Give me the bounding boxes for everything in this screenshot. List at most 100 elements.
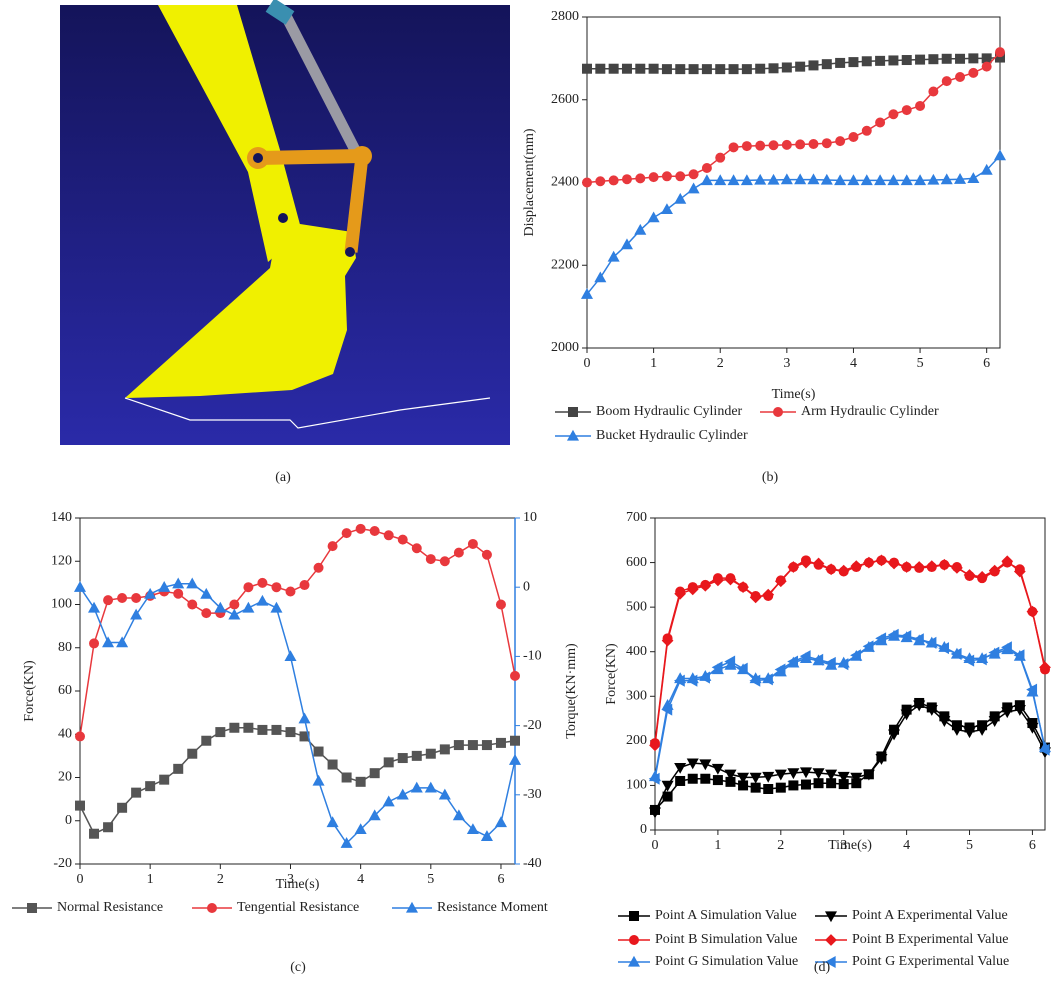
marker <box>622 175 631 184</box>
marker <box>104 596 113 605</box>
excavator-image <box>60 5 510 445</box>
y-tick-label: 2000 <box>551 340 579 355</box>
marker <box>630 912 639 921</box>
marker <box>300 581 309 590</box>
marker <box>370 526 379 535</box>
marker <box>244 583 253 592</box>
marker <box>876 555 886 565</box>
marker <box>426 555 435 564</box>
marker <box>412 751 421 760</box>
figure: (a) 200022002400260028000123456Time(s)Di… <box>0 0 1059 992</box>
x-tick-label: 6 <box>497 872 504 887</box>
marker <box>801 780 810 789</box>
marker <box>314 563 323 572</box>
x-tick-label: 6 <box>1029 838 1036 853</box>
y-tick-label: 2600 <box>551 92 579 107</box>
marker <box>630 936 639 945</box>
x-tick-label: 4 <box>357 872 364 887</box>
y-tick-label: 80 <box>58 640 72 655</box>
marker <box>662 65 671 74</box>
x-tick-label: 0 <box>77 872 84 887</box>
y-tick-label: 0 <box>65 813 72 828</box>
marker <box>216 728 225 737</box>
x-tick-label: 4 <box>850 356 857 371</box>
series-line <box>80 728 515 834</box>
marker <box>482 741 491 750</box>
marker <box>814 779 823 788</box>
marker <box>864 557 874 567</box>
x-tick-label: 1 <box>714 838 721 853</box>
marker <box>272 583 281 592</box>
marker <box>398 790 408 799</box>
marker <box>285 651 295 660</box>
y2-tick-label: 0 <box>523 579 530 594</box>
y-axis-label: Displacement(mm) <box>522 128 537 236</box>
marker <box>796 62 805 71</box>
marker <box>609 176 618 185</box>
marker <box>916 55 925 64</box>
marker <box>764 784 773 793</box>
chart-panel: 200022002400260028000123456Time(s)Displa… <box>522 9 1005 485</box>
y-tick-label: 100 <box>626 778 647 793</box>
y-axis-label: Force(KN) <box>22 660 37 722</box>
marker <box>229 610 239 619</box>
marker <box>510 755 520 764</box>
x-tick-label: 0 <box>652 838 659 853</box>
marker <box>230 723 239 732</box>
marker <box>756 141 765 150</box>
marker <box>662 204 672 213</box>
marker <box>729 65 738 74</box>
marker <box>257 596 267 605</box>
x-axis-label: Time(s) <box>828 838 872 853</box>
chart-panel: -20020406080100120140-40-30-20-10010Torq… <box>12 510 579 975</box>
marker <box>649 173 658 182</box>
x-tick-label: 0 <box>584 356 591 371</box>
legend-label: Normal Resistance <box>57 900 163 915</box>
marker <box>272 725 281 734</box>
y-tick-label: 2400 <box>551 175 579 190</box>
marker <box>356 524 365 533</box>
panel-caption: (b) <box>762 470 779 485</box>
marker <box>596 64 605 73</box>
cylinder-head <box>270 5 290 18</box>
marker <box>902 56 911 65</box>
y-tick-label: 60 <box>58 683 72 698</box>
x-tick-label: 2 <box>717 356 724 371</box>
marker <box>836 137 845 146</box>
marker <box>742 142 751 151</box>
marker <box>511 671 520 680</box>
marker <box>702 164 711 173</box>
marker <box>384 797 394 806</box>
marker <box>876 118 885 127</box>
marker <box>995 150 1005 159</box>
x-tick-label: 5 <box>427 872 434 887</box>
marker <box>258 578 267 587</box>
x-tick-label: 1 <box>650 356 657 371</box>
marker <box>969 54 978 63</box>
marker <box>412 544 421 553</box>
legend-label: Resistance Moment <box>437 900 548 915</box>
pin-hole <box>253 153 263 163</box>
marker <box>440 790 450 799</box>
marker <box>454 810 464 819</box>
y-tick-label: 700 <box>626 510 647 525</box>
marker <box>342 773 351 782</box>
pin <box>352 146 372 166</box>
marker <box>202 609 211 618</box>
legend-label: Point B Experimental Value <box>852 932 1008 947</box>
marker <box>702 65 711 74</box>
legend-label: Point A Experimental Value <box>852 908 1008 923</box>
marker <box>822 60 831 69</box>
marker <box>716 65 725 74</box>
series-line <box>655 703 1045 810</box>
marker <box>862 57 871 66</box>
y-tick-label: 400 <box>626 644 647 659</box>
marker <box>370 769 379 778</box>
marker <box>90 829 99 838</box>
marker <box>774 408 783 417</box>
marker <box>676 776 685 785</box>
marker <box>809 140 818 149</box>
marker <box>622 64 631 73</box>
pin-hole <box>278 213 288 223</box>
marker <box>1027 606 1037 616</box>
